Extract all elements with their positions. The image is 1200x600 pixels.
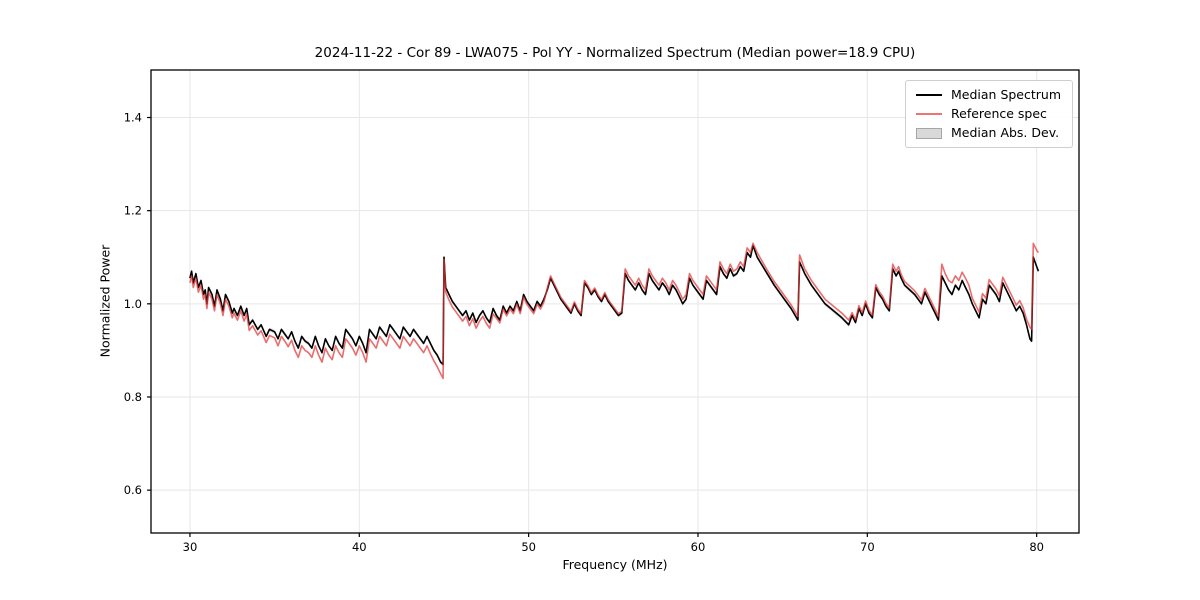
legend-label: Median Spectrum [951,87,1062,102]
y-axis-label: Normalized Power [97,244,113,358]
chart-title: 2024-11-22 - Cor 89 - LWA075 - Pol YY - … [314,45,916,61]
axes-spines [150,69,1080,534]
legend-item-median-spectrum: Median Spectrum [916,88,1062,102]
median-abs-dev-patch-swatch [916,127,942,139]
median-spectrum-line [189,244,1040,366]
x-axis-label: Frequency (MHz) [562,557,668,572]
y-tick-label: 1.2 [124,204,142,218]
legend-label: Reference spec [951,106,1047,121]
median-abs-dev-band [189,243,1039,367]
legend-item-reference-spec: Reference spec [916,107,1062,121]
x-tick-label: 40 [352,540,367,554]
y-tick-label: 1.4 [124,111,142,125]
reference-spec-line-swatch [916,113,942,115]
x-tick-label: 60 [691,540,706,554]
x-tick-label: 30 [183,540,198,554]
y-tick-label: 0.8 [124,390,142,404]
reference-spec-line [189,242,1040,380]
x-tick-label: 70 [860,540,875,554]
median-spectrum-line-swatch [916,94,942,96]
legend: Median Spectrum Reference spec Median Ab… [905,80,1073,148]
legend-item-median-abs-dev: Median Abs. Dev. [916,126,1062,140]
x-tick-label: 50 [521,540,536,554]
legend-label: Median Abs. Dev. [951,125,1060,140]
y-tick-label: 0.6 [124,483,142,497]
y-tick-label: 1.0 [124,297,142,311]
x-tick-label: 80 [1029,540,1044,554]
